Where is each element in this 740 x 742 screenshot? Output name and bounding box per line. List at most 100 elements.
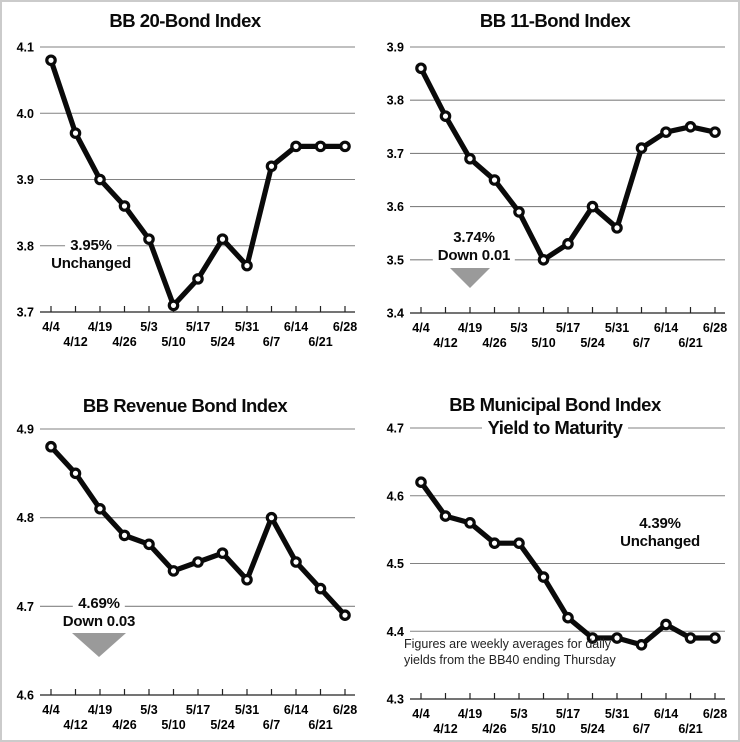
svg-text:5/17: 5/17 [556, 321, 580, 335]
svg-text:3.8: 3.8 [387, 94, 404, 108]
svg-text:4/4: 4/4 [412, 321, 429, 335]
svg-text:6/28: 6/28 [333, 320, 357, 334]
svg-text:5/10: 5/10 [531, 722, 555, 736]
svg-text:4/12: 4/12 [63, 335, 87, 349]
svg-text:6/7: 6/7 [633, 336, 650, 350]
svg-text:4.0: 4.0 [17, 107, 34, 121]
down-arrow-icon [450, 268, 490, 288]
svg-text:4.8: 4.8 [17, 511, 34, 525]
svg-text:6/21: 6/21 [678, 722, 702, 736]
svg-text:5/31: 5/31 [605, 321, 629, 335]
annotation-change: Down 0.01 [432, 247, 516, 265]
bb-municipal-bond-line-chart: 4.7 4.6 4.5 4.4 4.3 4/4 4/124/194/26 5/3 5/105/1… [387, 422, 728, 737]
chart-title: BB 20-Bond Index [0, 9, 370, 32]
down-arrow-icon [72, 633, 126, 657]
svg-text:4.5: 4.5 [387, 557, 404, 571]
svg-text:3.8: 3.8 [17, 239, 34, 253]
svg-text:4/26: 4/26 [482, 336, 506, 350]
bb-20-bond-line-chart: 4.1 4.0 3.9 3.8 3.7 4/4 4/124/194/26 5/3 5/105/1… [17, 41, 358, 350]
svg-text:6/7: 6/7 [263, 718, 280, 732]
svg-text:6/7: 6/7 [263, 335, 280, 349]
svg-text:5/24: 5/24 [210, 718, 234, 732]
svg-text:5/17: 5/17 [186, 703, 210, 717]
svg-text:4/12: 4/12 [433, 722, 457, 736]
chart-title-line: BB 11-Bond Index [473, 9, 637, 32]
svg-text:6/14: 6/14 [284, 703, 308, 717]
svg-text:6/14: 6/14 [654, 321, 678, 335]
svg-text:6/7: 6/7 [633, 722, 650, 736]
annotation-current-value: 4.39% [634, 515, 686, 533]
chart-panel-bb-revenue-bond-index: 4.9 4.8 4.7 4.6 4/4 4/12 4/19 4/26 5/3 5/10 5/17 5/… [0, 371, 370, 742]
svg-text:4/26: 4/26 [112, 718, 136, 732]
svg-text:4.1: 4.1 [17, 41, 34, 55]
svg-text:4.6: 4.6 [17, 689, 34, 703]
chart-footnote: Figures are weekly averages for daily yi… [404, 637, 616, 668]
svg-text:5/3: 5/3 [510, 321, 527, 335]
annotation-current-value: 3.95% [65, 237, 117, 255]
svg-text:4/26: 4/26 [482, 722, 506, 736]
svg-text:4/19: 4/19 [458, 321, 482, 335]
annotation-change: Unchanged [615, 533, 705, 551]
svg-text:5/31: 5/31 [235, 703, 259, 717]
chart-panel-bb-11-bond-index: 3.9 3.8 3.7 3.6 3.5 3.4 4/4 4/12 4/19 4/26 5/3 5/10… [370, 0, 740, 371]
chart-panel-bb-20-bond-index: 4.1 4.0 3.9 3.8 3.7 4/4 4/12 4/19 4/26 5/3 5/10 5/1… [0, 0, 370, 371]
svg-text:4.6: 4.6 [387, 489, 404, 503]
bb-revenue-bond-line-chart: 4.94.84.74.64/44/124/194/265/35/105/175/… [17, 423, 358, 733]
chart-title-line: BB Revenue Bond Index [76, 394, 294, 417]
annotation-change: Unchanged [46, 255, 136, 273]
svg-text:5/31: 5/31 [235, 320, 259, 334]
svg-text:3.5: 3.5 [387, 253, 404, 267]
svg-text:5/17: 5/17 [556, 707, 580, 721]
svg-text:5/10: 5/10 [161, 335, 185, 349]
svg-text:5/3: 5/3 [140, 703, 157, 717]
svg-text:4/12: 4/12 [63, 718, 87, 732]
chart-title: BB Revenue Bond Index [0, 394, 370, 417]
svg-text:6/14: 6/14 [654, 707, 678, 721]
svg-text:4/4: 4/4 [42, 320, 59, 334]
annotation: 3.74% Down 0.01 [432, 229, 516, 265]
bb-11-bond-line-chart: 3.9 3.8 3.7 3.6 3.5 3.4 4/4 4/124/194/26 5/3 5/10… [387, 41, 728, 351]
svg-text:6/28: 6/28 [703, 707, 727, 721]
footnote-line: Figures are weekly averages for daily [404, 637, 612, 651]
svg-text:5/10: 5/10 [161, 718, 185, 732]
svg-text:3.9: 3.9 [387, 41, 404, 55]
annotation: 4.69% Down 0.03 [57, 595, 141, 631]
svg-text:3.4: 3.4 [387, 307, 404, 321]
svg-text:3.6: 3.6 [387, 200, 404, 214]
chart-panel-bb-municipal-bond-index: 4.7 4.6 4.5 4.4 4.3 4/4 4/12 4/19 4/26 5/3 5/10 5/1… [370, 371, 740, 742]
annotation-current-value: 3.74% [448, 229, 500, 247]
svg-text:4.7: 4.7 [387, 422, 404, 436]
svg-text:5/3: 5/3 [510, 707, 527, 721]
svg-text:5/24: 5/24 [580, 722, 604, 736]
svg-text:5/17: 5/17 [186, 320, 210, 334]
svg-text:6/28: 6/28 [703, 321, 727, 335]
svg-text:5/31: 5/31 [605, 707, 629, 721]
svg-text:6/21: 6/21 [678, 336, 702, 350]
svg-text:4.9: 4.9 [17, 423, 34, 437]
svg-text:3.7: 3.7 [17, 306, 34, 320]
svg-text:4.4: 4.4 [387, 625, 404, 639]
svg-text:3.9: 3.9 [17, 173, 34, 187]
svg-text:3.7: 3.7 [387, 147, 404, 161]
svg-text:4/19: 4/19 [458, 707, 482, 721]
svg-text:4/19: 4/19 [88, 703, 112, 717]
svg-text:5/3: 5/3 [140, 320, 157, 334]
svg-text:6/21: 6/21 [308, 335, 332, 349]
svg-text:6/28: 6/28 [333, 703, 357, 717]
svg-text:5/24: 5/24 [580, 336, 604, 350]
svg-text:5/10: 5/10 [531, 336, 555, 350]
chart-title-line: Yield to Maturity [481, 416, 629, 439]
annotation-change: Down 0.03 [57, 613, 141, 631]
svg-text:6/21: 6/21 [308, 718, 332, 732]
svg-text:4/4: 4/4 [412, 707, 429, 721]
svg-text:4/19: 4/19 [88, 320, 112, 334]
chart-title: BB 11-Bond Index [370, 9, 740, 32]
annotation-current-value: 4.69% [73, 595, 125, 613]
svg-text:4.3: 4.3 [387, 693, 404, 707]
chart-title-line: BB 20-Bond Index [103, 9, 267, 32]
svg-text:5/24: 5/24 [210, 335, 234, 349]
chart-title: BB Municipal Bond Index Yield to Maturit… [370, 393, 740, 439]
svg-text:6/14: 6/14 [284, 320, 308, 334]
chart-title-line: BB Municipal Bond Index [443, 393, 667, 416]
